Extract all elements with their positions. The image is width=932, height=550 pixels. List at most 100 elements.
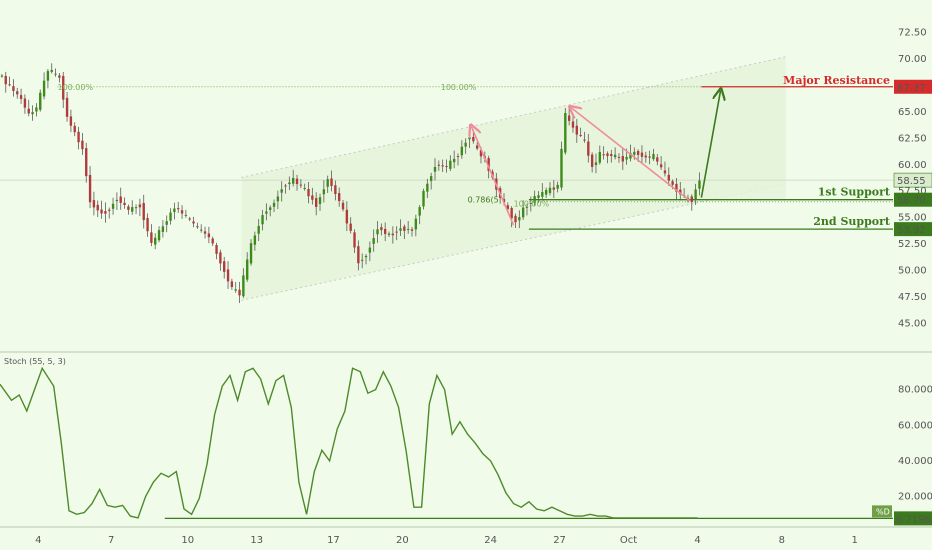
- candle-body: [12, 86, 15, 91]
- candle-body: [537, 195, 540, 198]
- candle-body: [226, 269, 230, 282]
- candle-body: [69, 116, 73, 126]
- candle-body: [671, 181, 674, 185]
- candle-body: [479, 149, 483, 157]
- drawings: [471, 91, 720, 226]
- candle-body: [364, 255, 368, 258]
- candle-body: [142, 202, 145, 221]
- candle-body: [111, 203, 115, 209]
- candle-body: [441, 165, 444, 167]
- candle-body: [452, 158, 456, 163]
- candle-body: [633, 151, 636, 155]
- candle-body: [629, 153, 632, 159]
- candle-body: [115, 199, 119, 202]
- candle-body: [134, 207, 138, 209]
- candle-body: [188, 218, 191, 220]
- candle-body: [613, 154, 617, 158]
- candle-body: [544, 189, 548, 195]
- price-tick-label: 50.00: [898, 266, 927, 277]
- projection-arrow: [700, 91, 720, 198]
- price-tick-label: 45.00: [898, 319, 927, 330]
- candle-body: [318, 197, 322, 204]
- candle-body: [35, 107, 38, 112]
- candle-body: [50, 69, 53, 72]
- stoch-series-tag: %D: [872, 505, 892, 518]
- candle-body: [360, 259, 364, 261]
- candle-body: [284, 185, 287, 187]
- candle-body: [157, 230, 161, 241]
- candle-body: [644, 155, 647, 158]
- candle-body: [506, 205, 510, 209]
- stoch-axis[interactable]: 80.0000 60.0000 40.0000 20.0000: [898, 385, 932, 503]
- price-tick-label: 70.00: [898, 54, 927, 65]
- candle-body: [663, 170, 667, 174]
- candle-body: [541, 192, 544, 197]
- candle-body: [211, 238, 214, 244]
- resistance-tag-bg: [894, 79, 932, 94]
- time-tick-label: 20: [396, 535, 409, 546]
- support1-price-tag: 56.70: [894, 192, 932, 207]
- candle-body: [460, 146, 464, 156]
- candle-body: [192, 221, 195, 224]
- candle-body: [656, 157, 659, 162]
- candle-body: [104, 211, 107, 214]
- time-tick-label: 10: [181, 535, 194, 546]
- candle-body: [215, 245, 218, 254]
- candle-body: [207, 233, 211, 238]
- candle-body: [345, 209, 349, 224]
- major-resistance-label: Major Resistance: [783, 74, 890, 87]
- candle-body: [617, 156, 621, 158]
- stoch-d-line: [0, 366, 698, 519]
- candle-body: [161, 226, 165, 232]
- candle-body: [299, 184, 303, 186]
- candle-body: [269, 207, 272, 211]
- stoch-title: Stoch (55, 5, 3): [4, 357, 66, 366]
- candle-body: [606, 153, 609, 157]
- candle-body: [19, 95, 23, 99]
- candle-body: [552, 187, 556, 190]
- candle-body: [567, 115, 571, 121]
- candle-body: [16, 91, 19, 95]
- price-tick-label: 60.00: [898, 160, 927, 171]
- time-tick-label: 17: [327, 535, 340, 546]
- candle-body: [587, 141, 590, 156]
- candle-body: [418, 207, 421, 216]
- candle-body: [311, 195, 314, 200]
- candle-body: [223, 261, 226, 272]
- candle-body: [533, 196, 536, 203]
- candle-body: [123, 202, 126, 206]
- candle-body: [556, 184, 559, 189]
- candle-body: [131, 207, 134, 212]
- swing-arrow-2: [571, 108, 691, 202]
- candle-body: [403, 226, 406, 231]
- candle-body: [0, 75, 4, 77]
- candle-body: [529, 203, 533, 205]
- candle-body: [475, 145, 479, 149]
- candle-body: [127, 206, 130, 210]
- candle-body: [27, 108, 30, 114]
- candle-body: [429, 176, 433, 181]
- time-tick-label: 27: [553, 535, 566, 546]
- candle-body: [602, 154, 605, 156]
- candle-body: [575, 125, 578, 135]
- candle-body: [295, 178, 299, 185]
- price-panel: Major Resistance 1st Support 2nd Support…: [0, 27, 932, 330]
- candle-body: [598, 152, 601, 163]
- levels: [0, 86, 893, 230]
- candle-body: [200, 229, 203, 231]
- candle-body: [579, 134, 582, 136]
- candle-body: [564, 112, 567, 153]
- candle-body: [272, 202, 276, 207]
- time-tick-label: 8: [779, 535, 785, 546]
- candle-body: [594, 162, 598, 166]
- candle-body: [238, 289, 241, 296]
- candle-body: [337, 193, 341, 202]
- time-axis[interactable]: 4 7 10 13 17 20 24 27 Oct 4 8 1: [35, 535, 858, 546]
- candle-body: [180, 210, 184, 214]
- candle-body: [456, 156, 460, 158]
- candle-body: [449, 160, 452, 169]
- candle-body: [234, 289, 237, 291]
- resistance-tag-text: 67.37: [897, 83, 926, 94]
- candle-body: [426, 183, 429, 192]
- stoch-value-text: 6.7196: [896, 514, 931, 525]
